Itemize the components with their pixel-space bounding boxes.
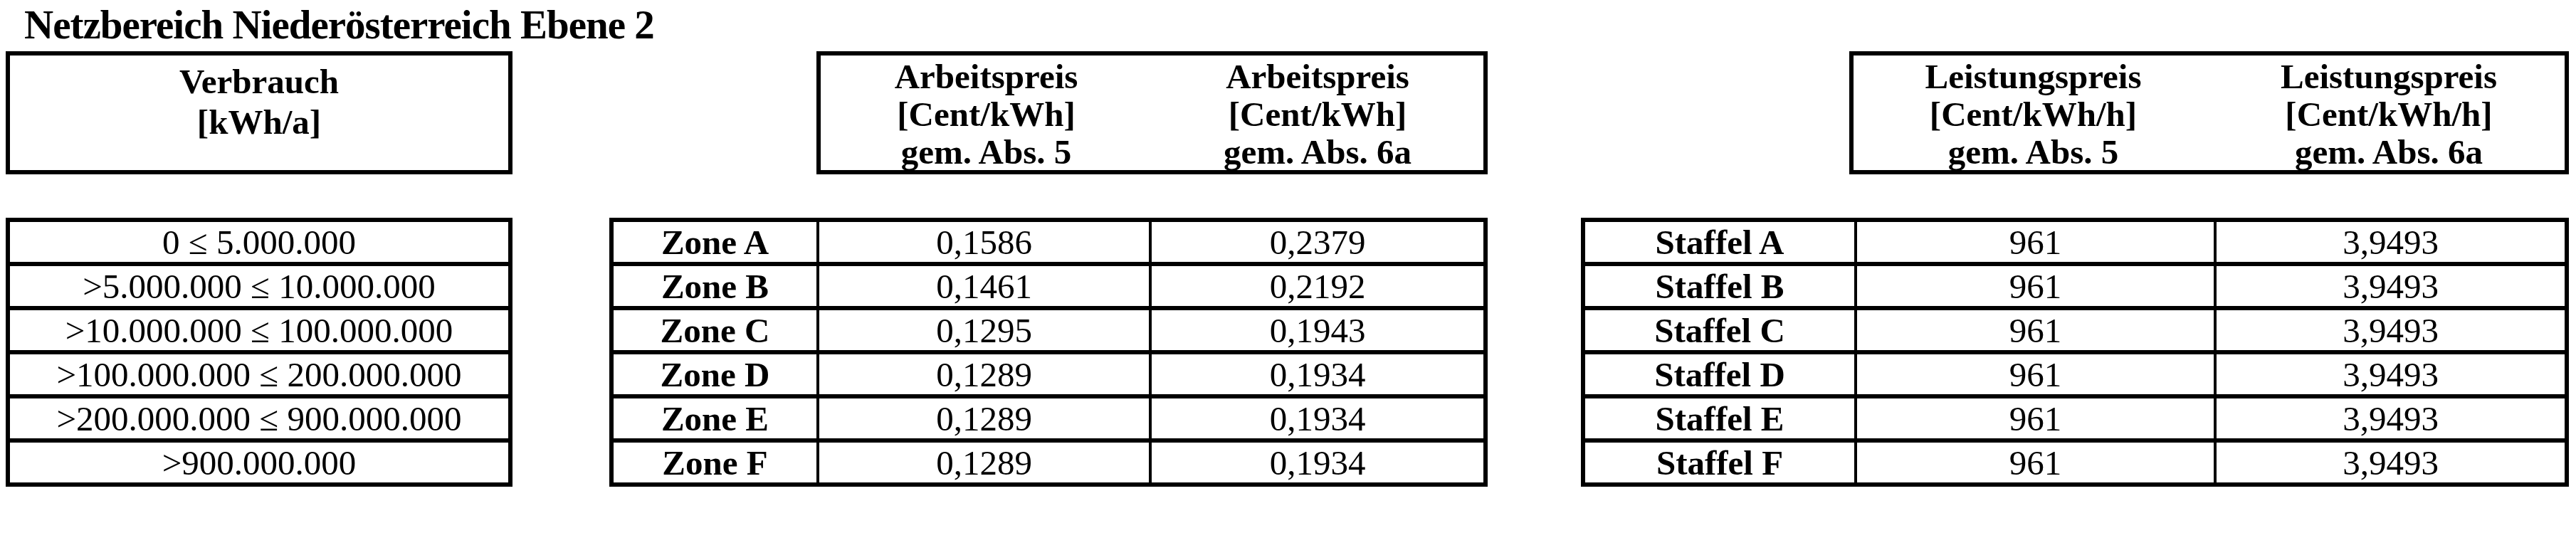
zone-label-cell: Zone D (614, 354, 816, 394)
arbeitspreis-abs6a-line1: Arbeitspreis (1152, 58, 1483, 95)
table-row: >200.000.000 ≤ 900.000.000 (10, 394, 508, 438)
abs5-value-cell: 0,1289 (816, 398, 1149, 438)
verbrauch-range-cell: 0 ≤ 5.000.000 (10, 222, 508, 262)
arbeitspreis-abs5-line2: [Cent/kWh] (821, 95, 1152, 133)
zone-label-cell: Zone E (614, 398, 816, 438)
page-title: Netzbereich Niederösterreich Ebene 2 (24, 1, 654, 48)
zone-label-cell: Zone F (614, 443, 816, 482)
verbrauch-range-cell: >5.000.000 ≤ 10.000.000 (10, 266, 508, 306)
arbeitspreis-header-box: Arbeitspreis [Cent/kWh] gem. Abs. 5 Arbe… (816, 51, 1488, 174)
abs5-value-cell: 0,1461 (816, 266, 1149, 306)
table-row: Staffel A 961 3,9493 (1585, 222, 2565, 262)
verbrauch-header-box: Verbrauch [kWh/a] (6, 51, 512, 174)
table-row: Zone C 0,1295 0,1943 (614, 306, 1483, 350)
leistungspreis-header-box: Leistungspreis [Cent/kWh/h] gem. Abs. 5 … (1849, 51, 2569, 174)
abs5-value-cell: 961 (1854, 222, 2214, 262)
table-row: Zone F 0,1289 0,1934 (614, 438, 1483, 482)
arbeitspreis-abs6a-line3: gem. Abs. 6a (1152, 133, 1483, 171)
abs6a-value-cell: 0,1934 (1149, 354, 1483, 394)
document-page: Netzbereich Niederösterreich Ebene 2 Ver… (0, 0, 2576, 560)
table-row: >5.000.000 ≤ 10.000.000 (10, 262, 508, 306)
table-row: Staffel E 961 3,9493 (1585, 394, 2565, 438)
abs6a-value-cell: 0,2192 (1149, 266, 1483, 306)
staffel-label-cell: Staffel A (1585, 222, 1854, 262)
table-row: Zone A 0,1586 0,2379 (614, 222, 1483, 262)
abs6a-value-cell: 3,9493 (2214, 443, 2565, 482)
abs5-value-cell: 961 (1854, 354, 2214, 394)
table-row: >10.000.000 ≤ 100.000.000 (10, 306, 508, 350)
verbrauch-range-cell: >10.000.000 ≤ 100.000.000 (10, 310, 508, 350)
abs5-value-cell: 961 (1854, 310, 2214, 350)
leistungspreis-header-abs6a: Leistungspreis [Cent/kWh/h] gem. Abs. 6a (2213, 56, 2565, 170)
abs5-value-cell: 0,1586 (816, 222, 1149, 262)
abs6a-value-cell: 3,9493 (2214, 266, 2565, 306)
verbrauch-table: 0 ≤ 5.000.000 >5.000.000 ≤ 10.000.000 >1… (6, 218, 512, 487)
table-row: Staffel C 961 3,9493 (1585, 306, 2565, 350)
staffel-label-cell: Staffel E (1585, 398, 1854, 438)
staffel-label-cell: Staffel D (1585, 354, 1854, 394)
abs5-value-cell: 0,1295 (816, 310, 1149, 350)
verbrauch-header-line1: Verbrauch (10, 61, 508, 102)
leistungspreis-abs6a-line1: Leistungspreis (2213, 58, 2565, 95)
abs5-value-cell: 0,1289 (816, 443, 1149, 482)
abs6a-value-cell: 3,9493 (2214, 354, 2565, 394)
table-row: 0 ≤ 5.000.000 (10, 222, 508, 262)
leistungspreis-abs5-line1: Leistungspreis (1854, 58, 2213, 95)
arbeitspreis-table: Zone A 0,1586 0,2379 Zone B 0,1461 0,219… (609, 218, 1488, 487)
staffel-label-cell: Staffel F (1585, 443, 1854, 482)
abs6a-value-cell: 0,2379 (1149, 222, 1483, 262)
abs6a-value-cell: 0,1943 (1149, 310, 1483, 350)
verbrauch-range-cell: >200.000.000 ≤ 900.000.000 (10, 398, 508, 438)
table-row: Staffel F 961 3,9493 (1585, 438, 2565, 482)
table-row: Staffel B 961 3,9493 (1585, 262, 2565, 306)
leistungspreis-abs6a-line2: [Cent/kWh/h] (2213, 95, 2565, 133)
table-row: Staffel D 961 3,9493 (1585, 350, 2565, 394)
arbeitspreis-abs6a-line2: [Cent/kWh] (1152, 95, 1483, 133)
staffel-label-cell: Staffel B (1585, 266, 1854, 306)
abs5-value-cell: 0,1289 (816, 354, 1149, 394)
staffel-label-cell: Staffel C (1585, 310, 1854, 350)
leistungspreis-abs6a-line3: gem. Abs. 6a (2213, 133, 2565, 171)
table-row: >900.000.000 (10, 438, 508, 482)
abs6a-value-cell: 3,9493 (2214, 222, 2565, 262)
leistungspreis-header-abs5: Leistungspreis [Cent/kWh/h] gem. Abs. 5 (1854, 56, 2213, 170)
abs6a-value-cell: 0,1934 (1149, 398, 1483, 438)
abs6a-value-cell: 3,9493 (2214, 310, 2565, 350)
arbeitspreis-header-abs5: Arbeitspreis [Cent/kWh] gem. Abs. 5 (821, 56, 1152, 170)
abs6a-value-cell: 3,9493 (2214, 398, 2565, 438)
arbeitspreis-header-abs6a: Arbeitspreis [Cent/kWh] gem. Abs. 6a (1152, 56, 1483, 170)
table-row: Zone D 0,1289 0,1934 (614, 350, 1483, 394)
zone-label-cell: Zone B (614, 266, 816, 306)
abs5-value-cell: 961 (1854, 443, 2214, 482)
leistungspreis-table: Staffel A 961 3,9493 Staffel B 961 3,949… (1581, 218, 2569, 487)
leistungspreis-abs5-line3: gem. Abs. 5 (1854, 133, 2213, 171)
zone-label-cell: Zone C (614, 310, 816, 350)
zone-label-cell: Zone A (614, 222, 816, 262)
table-row: Zone E 0,1289 0,1934 (614, 394, 1483, 438)
leistungspreis-abs5-line2: [Cent/kWh/h] (1854, 95, 2213, 133)
abs5-value-cell: 961 (1854, 266, 2214, 306)
arbeitspreis-abs5-line3: gem. Abs. 5 (821, 133, 1152, 171)
abs6a-value-cell: 0,1934 (1149, 443, 1483, 482)
verbrauch-range-cell: >100.000.000 ≤ 200.000.000 (10, 354, 508, 394)
arbeitspreis-abs5-line1: Arbeitspreis (821, 58, 1152, 95)
table-row: >100.000.000 ≤ 200.000.000 (10, 350, 508, 394)
verbrauch-header-line2: [kWh/a] (10, 102, 508, 142)
table-row: Zone B 0,1461 0,2192 (614, 262, 1483, 306)
abs5-value-cell: 961 (1854, 398, 2214, 438)
verbrauch-range-cell: >900.000.000 (10, 443, 508, 482)
